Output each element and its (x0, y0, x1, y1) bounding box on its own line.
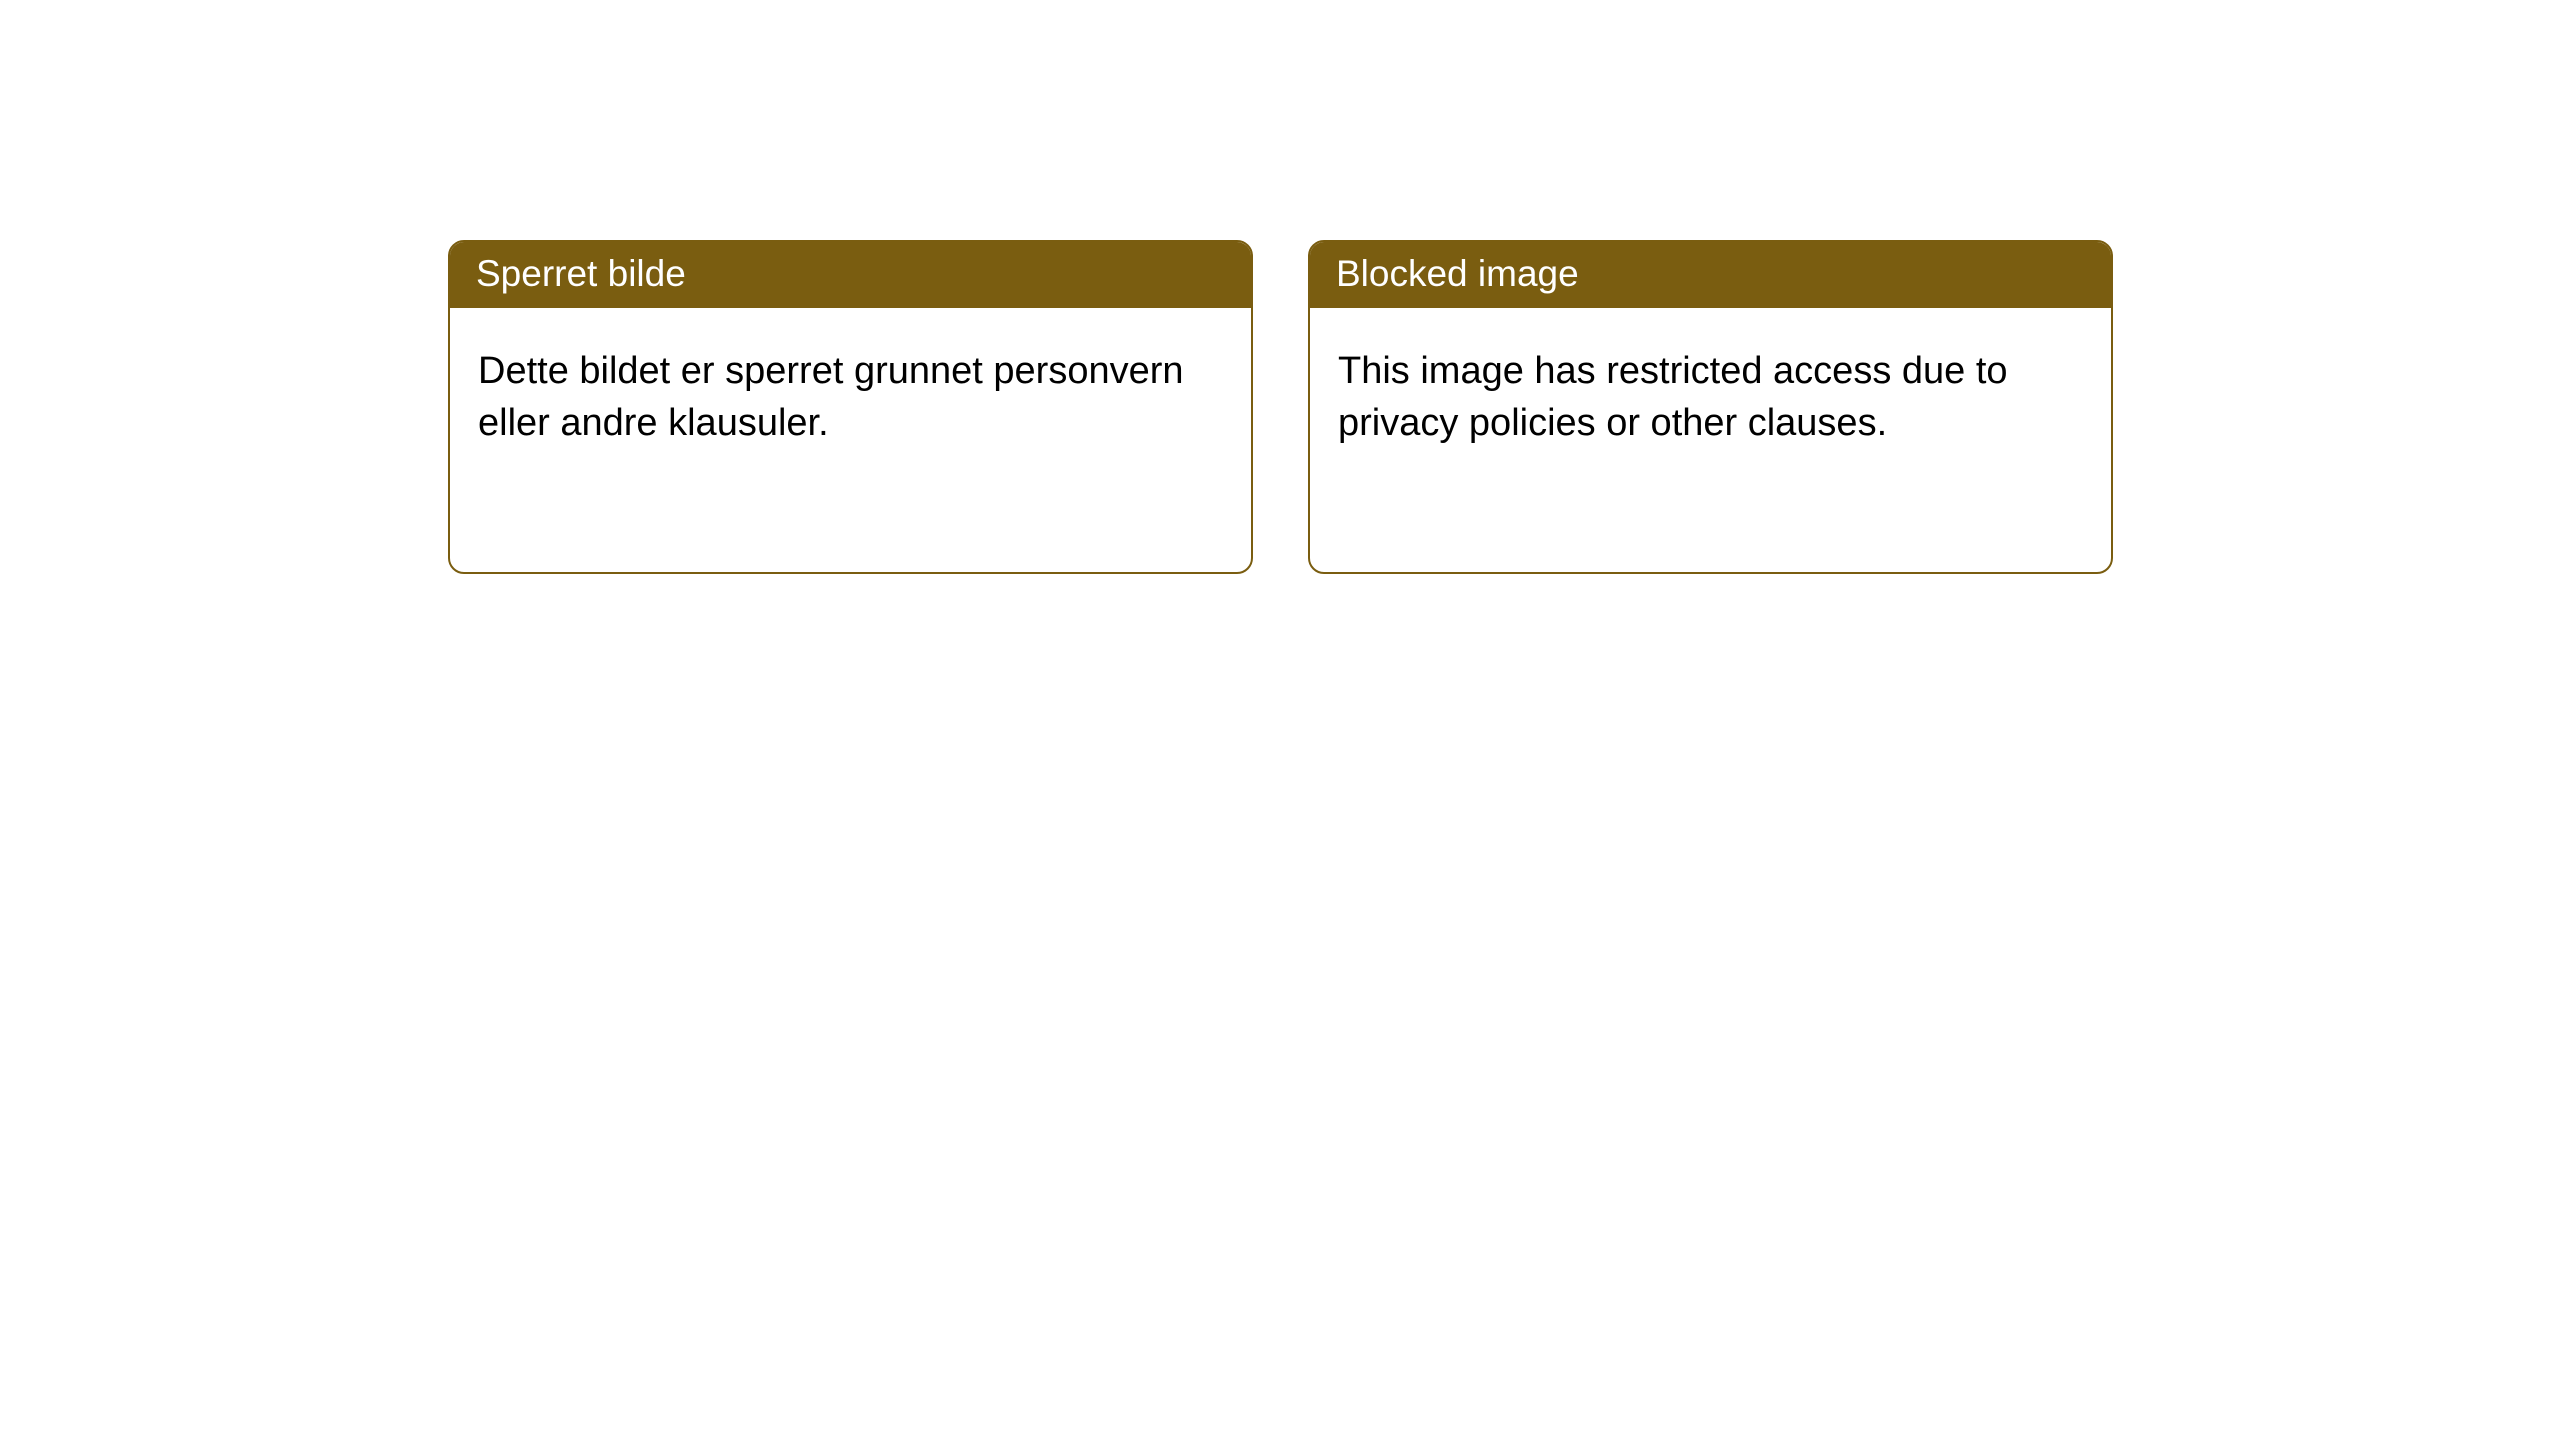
card-title: Blocked image (1336, 253, 1579, 294)
card-message: Dette bildet er sperret grunnet personve… (478, 350, 1184, 443)
card-header: Blocked image (1310, 242, 2111, 308)
card-body: Dette bildet er sperret grunnet personve… (450, 308, 1251, 469)
notice-container: Sperret bilde Dette bildet er sperret gr… (0, 0, 2560, 574)
card-body: This image has restricted access due to … (1310, 308, 2111, 469)
card-header: Sperret bilde (450, 242, 1251, 308)
card-title: Sperret bilde (476, 253, 686, 294)
notice-card-norwegian: Sperret bilde Dette bildet er sperret gr… (448, 240, 1253, 574)
notice-card-english: Blocked image This image has restricted … (1308, 240, 2113, 574)
card-message: This image has restricted access due to … (1338, 350, 2008, 443)
